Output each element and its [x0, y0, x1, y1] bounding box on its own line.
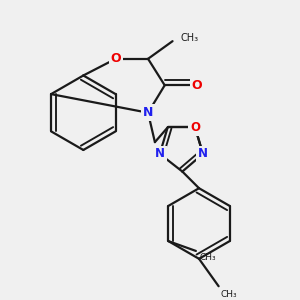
Text: O: O [110, 52, 121, 65]
Text: N: N [155, 147, 165, 161]
Text: CH₃: CH₃ [220, 290, 237, 299]
Text: O: O [190, 121, 200, 134]
Text: CH₃: CH₃ [180, 33, 199, 43]
Text: N: N [198, 147, 208, 161]
Text: N: N [143, 106, 153, 119]
Text: CH₃: CH₃ [200, 253, 216, 262]
Text: O: O [192, 79, 203, 92]
